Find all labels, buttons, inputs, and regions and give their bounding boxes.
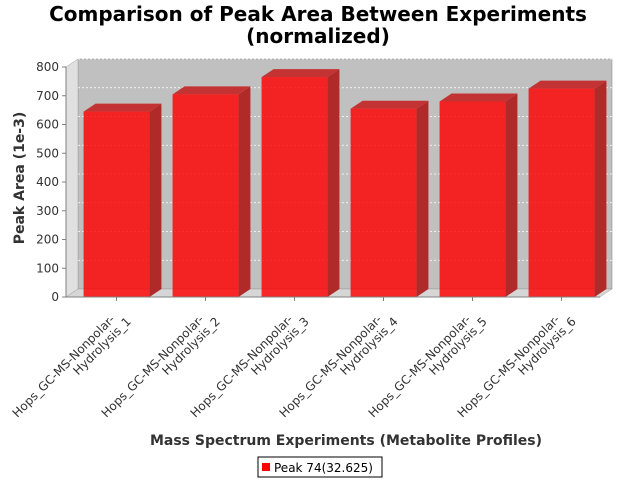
bar-side bbox=[238, 86, 251, 297]
y-tick-label: 0 bbox=[51, 290, 59, 304]
bar bbox=[528, 80, 607, 297]
y-tick-label: 400 bbox=[36, 175, 59, 189]
x-axis-label: Mass Spectrum Experiments (Metabolite Pr… bbox=[150, 433, 542, 449]
bar-front bbox=[261, 77, 328, 297]
bar-front bbox=[83, 111, 150, 297]
bar bbox=[83, 103, 162, 297]
bar-side bbox=[416, 100, 429, 297]
bar-front bbox=[350, 108, 417, 297]
bar-side bbox=[327, 69, 340, 297]
bar bbox=[439, 93, 518, 297]
y-tick-label: 700 bbox=[36, 89, 59, 103]
y-axis-ticks: 0 100 200 300 400 500 600 700 800 bbox=[36, 60, 66, 304]
bar-top bbox=[350, 100, 429, 109]
bar-top bbox=[261, 69, 340, 78]
gridlines bbox=[78, 58, 612, 261]
bar-top bbox=[528, 80, 607, 89]
bar-top bbox=[83, 103, 162, 112]
bar bbox=[261, 69, 340, 297]
chart-title-line-1: Comparison of Peak Area Between Experime… bbox=[49, 2, 587, 26]
bar-side bbox=[505, 93, 518, 297]
bar bbox=[172, 86, 251, 297]
left-wall bbox=[65, 58, 79, 298]
x-axis-categories: Hops_GC-MS-Nonpolar-Hydrolysis_1Hops_GC-… bbox=[10, 297, 579, 420]
legend: Peak 74(32.625) bbox=[257, 456, 383, 478]
bar-front bbox=[172, 94, 239, 297]
y-tick-label: 300 bbox=[36, 204, 59, 218]
y-tick-label: 600 bbox=[36, 118, 59, 132]
y-tick-label: 800 bbox=[36, 60, 59, 74]
legend-label: Peak 74(32.625) bbox=[274, 461, 373, 475]
x-tick-label-line: Hops_GC-MS-Nonpolar- bbox=[10, 312, 118, 420]
y-tick-label: 200 bbox=[36, 233, 59, 247]
y-axis-label: Peak Area (1e-3) bbox=[12, 112, 28, 245]
bar-side bbox=[149, 103, 162, 297]
legend-box bbox=[257, 456, 383, 478]
legend-swatch bbox=[262, 463, 270, 471]
bar-top bbox=[439, 93, 518, 102]
bar bbox=[350, 100, 429, 297]
bars bbox=[83, 69, 607, 297]
bar-top bbox=[172, 86, 251, 95]
chart-title-line-2: (normalized) bbox=[246, 24, 390, 48]
bar-front bbox=[528, 88, 595, 297]
bar-front bbox=[439, 101, 506, 297]
y-tick-label: 100 bbox=[36, 261, 59, 275]
bar-side bbox=[594, 80, 607, 297]
y-tick-label: 500 bbox=[36, 146, 59, 160]
